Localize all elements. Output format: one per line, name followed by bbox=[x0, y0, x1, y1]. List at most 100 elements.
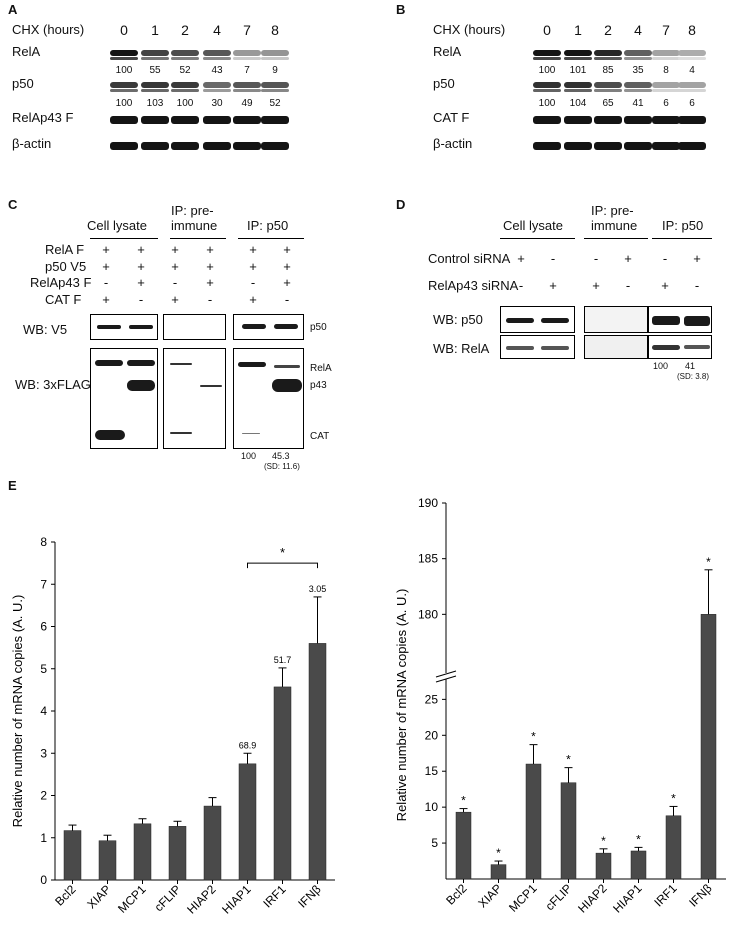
significance-star: * bbox=[280, 545, 285, 560]
band bbox=[242, 324, 266, 329]
panel-e-left-chart: 0 1 2 3 4 5 6 7 8 Bcl2 XIAP MCP1 cFLIP HIAP2 HIAP1 68.9… bbox=[10, 535, 335, 917]
y-tick-label: 1 bbox=[40, 831, 47, 845]
band bbox=[564, 82, 592, 88]
bar-value-label: 3.05 bbox=[309, 584, 327, 594]
panel-c-mark: + bbox=[171, 292, 179, 307]
band bbox=[652, 316, 680, 325]
y-tick-label: 20 bbox=[425, 728, 439, 742]
panel-d-mark: - bbox=[625, 278, 631, 293]
panel-d-p50-box-3 bbox=[648, 306, 712, 333]
panel-b-quant: 101 bbox=[569, 65, 587, 76]
band bbox=[110, 116, 138, 124]
band bbox=[652, 142, 680, 150]
bar bbox=[665, 815, 682, 880]
panel-c-mark: - bbox=[207, 292, 213, 307]
band bbox=[233, 89, 261, 92]
panel-d-mark: + bbox=[693, 251, 701, 266]
band bbox=[678, 116, 706, 124]
band bbox=[652, 50, 680, 56]
panel-c-band-label-p43: p43 bbox=[310, 380, 327, 391]
band bbox=[95, 360, 123, 366]
panel-d-group-cell-lysate: Cell lysate bbox=[503, 218, 563, 233]
band bbox=[274, 324, 298, 329]
band bbox=[141, 142, 169, 150]
y-tick-label: 7 bbox=[40, 577, 47, 591]
bar bbox=[168, 826, 187, 881]
x-tick-label: HIAP1 bbox=[219, 882, 254, 917]
panel-c-letter: C bbox=[8, 197, 18, 212]
y-tick-label: 15 bbox=[425, 764, 439, 778]
band bbox=[261, 57, 289, 60]
bar bbox=[203, 805, 222, 881]
band bbox=[238, 362, 266, 367]
panel-b-quant: 6 bbox=[689, 98, 695, 109]
band bbox=[533, 82, 561, 88]
band bbox=[594, 57, 622, 60]
band bbox=[541, 346, 569, 350]
band bbox=[506, 318, 534, 323]
panel-d-mark: - bbox=[550, 251, 556, 266]
band bbox=[678, 142, 706, 150]
bar bbox=[238, 763, 257, 881]
panel-b-chx-label: CHX (hours) bbox=[433, 22, 506, 37]
panel-c-mark: + bbox=[206, 275, 214, 290]
band bbox=[594, 142, 622, 150]
panel-d-mark: - bbox=[694, 278, 700, 293]
panel-b-quant: 65 bbox=[602, 98, 614, 109]
band bbox=[203, 116, 231, 124]
panel-c-flag-box-2 bbox=[163, 348, 226, 449]
panel-b-quant: 35 bbox=[632, 65, 644, 76]
band bbox=[141, 50, 169, 56]
panel-c-group-cell-lysate: Cell lysate bbox=[87, 218, 147, 233]
panel-c-underline-3 bbox=[238, 238, 304, 239]
panel-b-quant: 100 bbox=[538, 98, 556, 109]
band bbox=[261, 82, 289, 88]
band bbox=[203, 50, 231, 56]
band bbox=[594, 116, 622, 124]
panel-c-group-ip-preimmune-1: IP: pre- bbox=[171, 203, 214, 218]
significance-star: * bbox=[496, 846, 501, 860]
significance-star: * bbox=[461, 794, 466, 808]
band bbox=[533, 116, 561, 124]
band bbox=[652, 57, 680, 60]
y-tick-label: 5 bbox=[431, 836, 438, 850]
bar bbox=[308, 643, 327, 881]
bar-value-label: 68.9 bbox=[239, 740, 257, 750]
panel-a-quant: 55 bbox=[149, 65, 161, 76]
band bbox=[203, 82, 231, 88]
panel-d-group-ip-preimmune-2: immune bbox=[591, 218, 638, 233]
panel-c-condition-label: RelA F bbox=[45, 242, 85, 257]
band bbox=[261, 116, 289, 124]
band bbox=[624, 82, 652, 88]
x-tick-label: IFNβ bbox=[295, 882, 324, 911]
panel-c-band-label-cat: CAT bbox=[310, 431, 330, 442]
y-tick-label: 25 bbox=[425, 692, 439, 706]
band bbox=[533, 50, 561, 56]
panel-c-mark: + bbox=[206, 259, 214, 274]
panel-d-condition-label: Control siRNA bbox=[428, 251, 511, 266]
x-tick-label: cFLIP bbox=[152, 882, 184, 914]
axis-break-mark bbox=[435, 670, 457, 678]
band bbox=[564, 116, 592, 124]
panel-c-mark: + bbox=[283, 275, 291, 290]
panel-c-flag-box-3 bbox=[233, 348, 304, 449]
panel-a-quant: 7 bbox=[244, 65, 250, 76]
bar bbox=[595, 852, 612, 880]
band bbox=[203, 57, 231, 60]
panel-c-flag-box-1 bbox=[90, 348, 158, 449]
panel-b-quant: 4 bbox=[689, 65, 695, 76]
panel-a-quant: 43 bbox=[211, 65, 223, 76]
band bbox=[678, 50, 706, 56]
x-tick-label: HIAP1 bbox=[610, 881, 645, 916]
band bbox=[141, 82, 169, 88]
panel-a-timepoint: 4 bbox=[213, 22, 221, 38]
band bbox=[533, 142, 561, 150]
panel-c-v5-box-3 bbox=[233, 314, 304, 340]
panel-c-mark: + bbox=[283, 242, 291, 257]
panel-b-timepoint: 0 bbox=[543, 22, 551, 38]
band bbox=[594, 50, 622, 56]
band bbox=[274, 365, 300, 368]
panel-c-band-label-rela: RelA bbox=[310, 363, 332, 374]
x-tick-label: MCP1 bbox=[506, 881, 540, 915]
band bbox=[684, 345, 710, 349]
